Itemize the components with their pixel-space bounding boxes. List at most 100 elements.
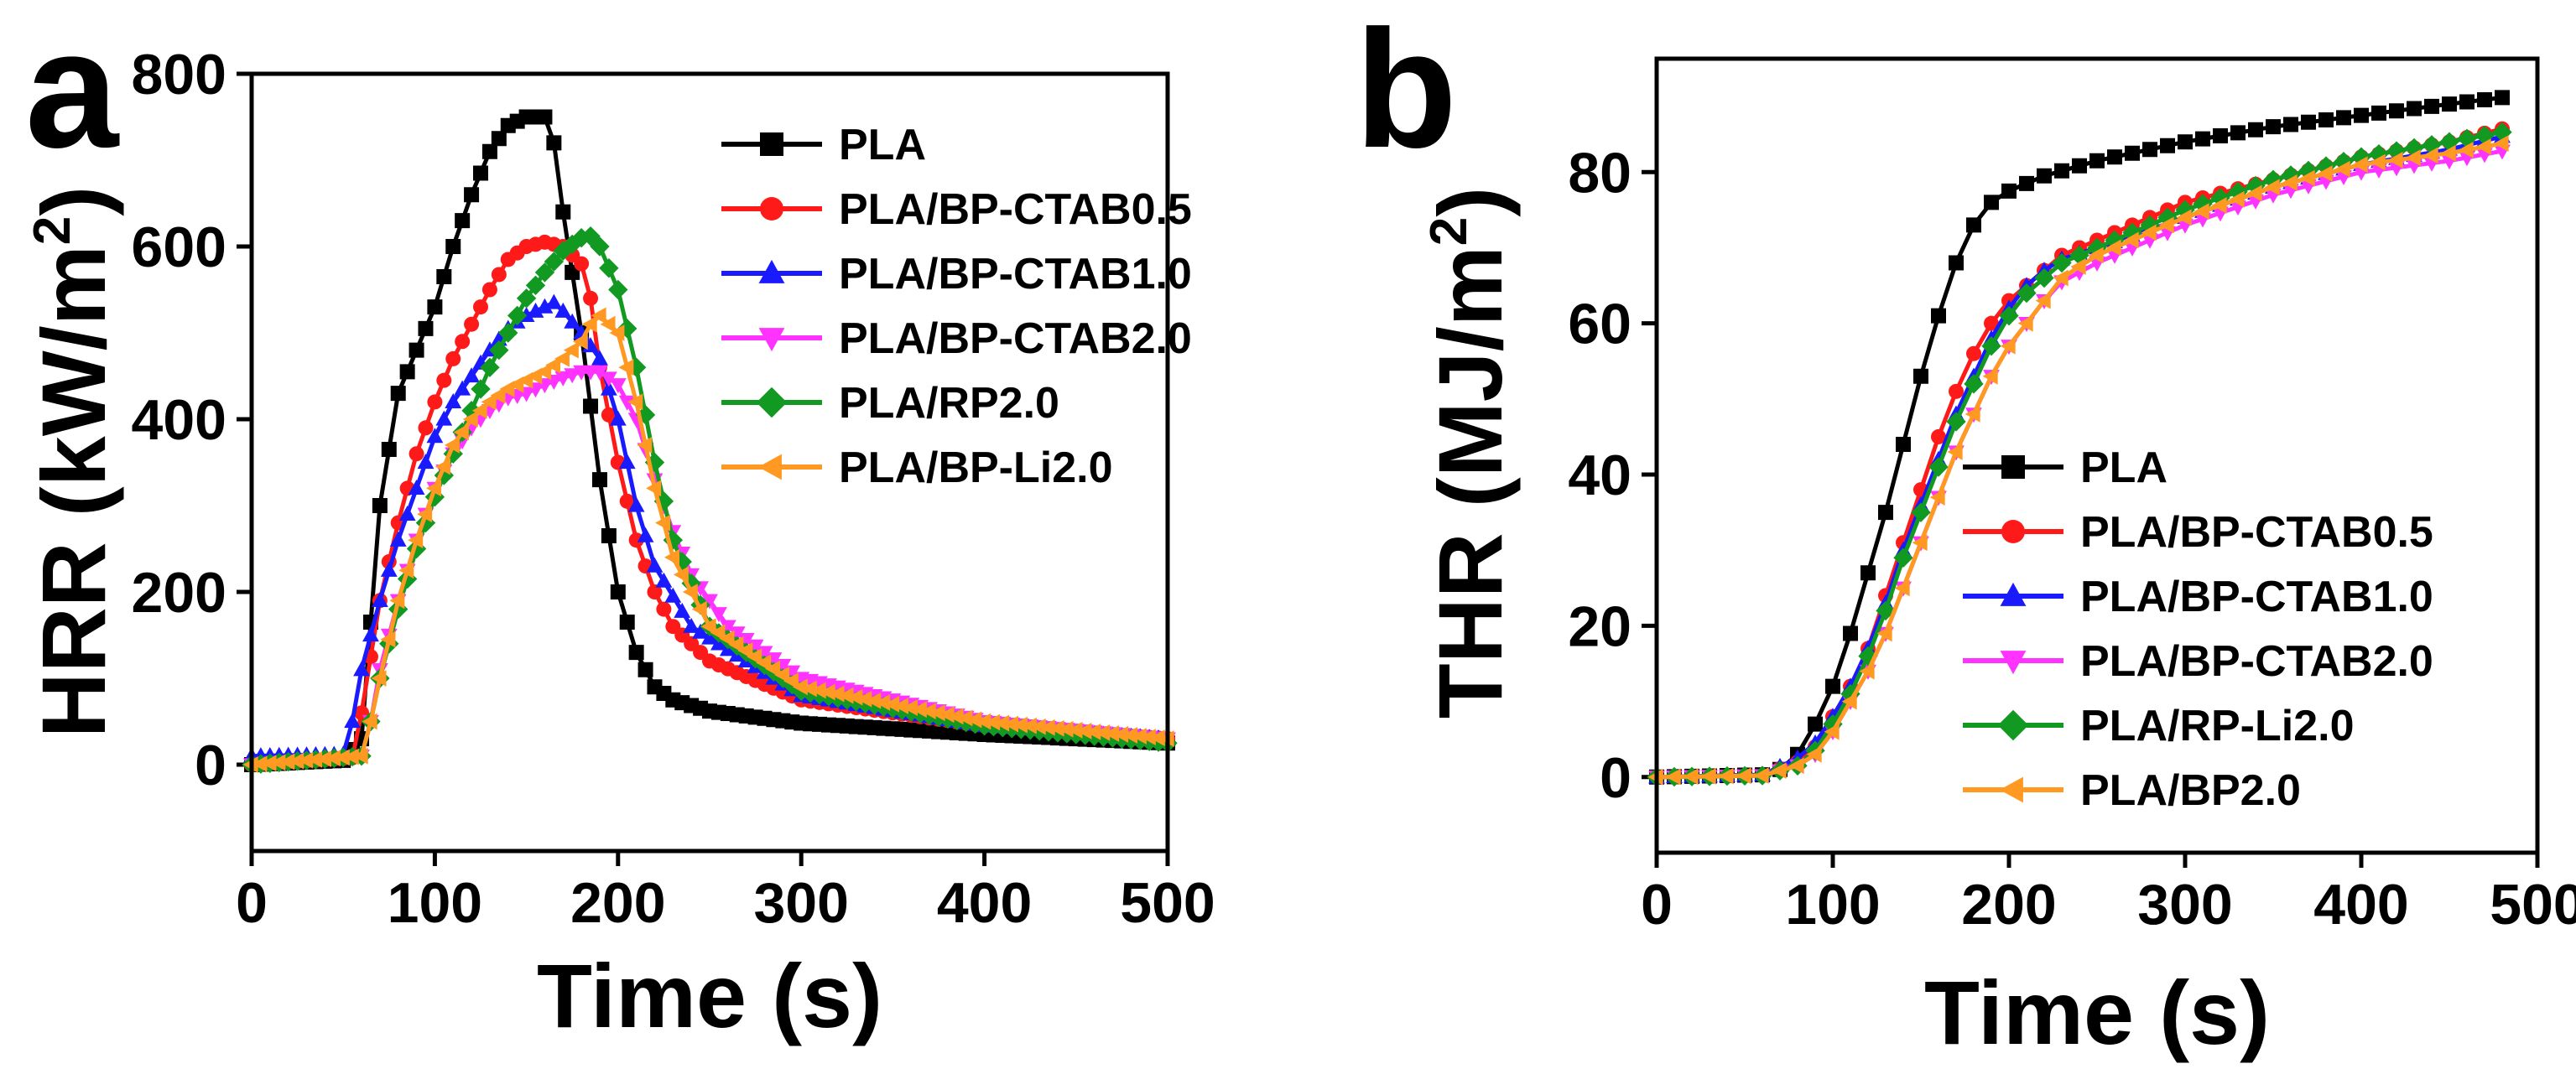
panel-a-data-point bbox=[600, 371, 617, 387]
panel-a-data-point bbox=[434, 465, 455, 485]
panel-a-data-point bbox=[619, 615, 635, 631]
panel-b-data-point bbox=[1843, 625, 1858, 641]
panel-a-y-tick-label: 0 bbox=[195, 734, 226, 797]
panel-a-data-point bbox=[691, 600, 707, 618]
panel-b-data-point bbox=[2439, 132, 2459, 152]
panel-a-data-point bbox=[491, 267, 507, 283]
panel-a-series-5 bbox=[242, 307, 1174, 773]
panel-b-legend: PLA PLA/BP-CTAB0.5 PLA/BP-CTAB1.0 PLA/BP-CT… bbox=[1963, 444, 2433, 815]
panel-a-data-point bbox=[1095, 724, 1111, 741]
panel-b-y-tick-label: 80 bbox=[1568, 141, 1631, 205]
panel-a-data-point bbox=[298, 751, 314, 769]
panel-b-data-point bbox=[2175, 200, 2195, 221]
panel-a-y-axis-title-sup: 2 bbox=[23, 216, 81, 245]
panel-a-data-point bbox=[344, 713, 362, 729]
panel-a-data-point bbox=[618, 454, 636, 470]
panel-b-data-point bbox=[2386, 141, 2407, 161]
panel-b-x-axis-title: Time (s) bbox=[1924, 962, 2270, 1063]
panel-a-data-point bbox=[792, 678, 808, 696]
panel-a-data-point bbox=[646, 557, 664, 573]
panel-a-data-point bbox=[1104, 725, 1120, 742]
panel-b-legend-label: PLA/BP-CTAB0.5 bbox=[2080, 508, 2433, 557]
panel-b-data-point bbox=[1984, 315, 1999, 331]
panel-a-data-point bbox=[426, 480, 442, 497]
panel-a-legend-label: PLA/BP-CTAB1.0 bbox=[839, 250, 1192, 298]
panel-a-legend: PLA PLA/BP-CTAB0.5 PLA/BP-CTAB1.0 PLA/BP-CT… bbox=[721, 121, 1192, 492]
panel-a-data-point bbox=[618, 395, 636, 411]
panel-a-series-line bbox=[251, 299, 1168, 759]
panel-b-data-point bbox=[2019, 175, 2034, 191]
panel-b-y-tick-label: 40 bbox=[1568, 444, 1631, 507]
panel-a-data-point bbox=[289, 752, 304, 770]
panel-a-data-point bbox=[884, 696, 900, 713]
panel-a-data-point bbox=[647, 584, 663, 599]
panel-a-legend-label: PLA bbox=[839, 121, 926, 169]
panel-a-data-point bbox=[381, 442, 397, 458]
panel-b-data-point bbox=[1860, 565, 1876, 581]
panel-a-data-point bbox=[252, 755, 268, 773]
panel-a-legend-label: PLA/BP-CTAB0.5 bbox=[839, 185, 1192, 234]
panel-a-data-point bbox=[534, 262, 555, 283]
panel-a-data-point bbox=[545, 356, 561, 374]
panel-b-data-point bbox=[2210, 188, 2230, 208]
panel-b-data-point bbox=[2283, 117, 2298, 132]
panel-b-data-point bbox=[1982, 367, 1998, 385]
panel-a-data-point bbox=[436, 269, 452, 285]
panel-b-data-point bbox=[2424, 98, 2439, 114]
panel-a-data-point bbox=[389, 592, 405, 610]
panel-a-data-point bbox=[372, 498, 388, 513]
panel-a-x-tick-label: 500 bbox=[1120, 871, 1215, 935]
panel-b-data-point bbox=[2492, 122, 2512, 143]
panel-a-data-point bbox=[471, 402, 487, 419]
panel-b-data-point bbox=[2107, 149, 2122, 165]
panel-b-data-point bbox=[2440, 144, 2456, 162]
panel-a-data-point bbox=[463, 367, 480, 383]
panel-a-data-point bbox=[692, 623, 709, 639]
panel-b-data-point bbox=[2193, 194, 2213, 214]
panel-a-data-point bbox=[627, 393, 643, 411]
panel-b-series bbox=[1647, 90, 2512, 787]
panel-b-data-point bbox=[1753, 767, 1769, 784]
panel-a-data-point bbox=[455, 334, 471, 350]
panel-b-x-tick-label: 0 bbox=[1641, 873, 1673, 937]
panel-a-data-point bbox=[1140, 729, 1156, 745]
panel-a-data-point bbox=[316, 750, 332, 768]
panel-b-data-point bbox=[1981, 336, 2001, 356]
panel-a-data-point bbox=[601, 528, 617, 544]
panel-a-data-point bbox=[554, 350, 570, 367]
panel-a-data-point bbox=[536, 363, 552, 381]
panel-b-data-point bbox=[2069, 245, 2089, 266]
panel-b-legend-marker bbox=[2000, 651, 2027, 675]
panel-b-data-point bbox=[1911, 502, 1931, 522]
panel-b-x-tick-label: 200 bbox=[1961, 873, 2056, 937]
panel-b-data-point bbox=[2387, 151, 2403, 169]
panel-b-data-point bbox=[2459, 94, 2475, 110]
panel-a-data-point bbox=[418, 420, 434, 436]
panel-a-data-point bbox=[976, 713, 991, 730]
panel-b-y-tick-label: 20 bbox=[1568, 594, 1631, 658]
panel-b-data-point bbox=[2141, 224, 2157, 241]
panel-b-data-point bbox=[2195, 131, 2210, 147]
panel-b-data-point bbox=[1718, 767, 1734, 785]
panel-a-data-point bbox=[417, 506, 433, 523]
panel-a-data-point bbox=[655, 572, 673, 588]
panel-a-data-point bbox=[719, 620, 736, 636]
panel-a-data-point bbox=[618, 359, 634, 376]
panel-a-data-point bbox=[445, 239, 461, 254]
panel-a-data-point bbox=[399, 364, 415, 380]
panel-b-data-point bbox=[1949, 255, 1964, 271]
panel-b-data-point bbox=[2422, 147, 2438, 164]
panel-a-series-2 bbox=[243, 293, 1176, 763]
panel-a-data-point bbox=[737, 633, 755, 648]
panel-a-data-point bbox=[1121, 727, 1137, 744]
panel-a-data-point bbox=[1003, 715, 1019, 733]
panel-a-data-point bbox=[610, 584, 626, 599]
panel-b-data-point bbox=[2352, 156, 2368, 174]
panel-b-legend-marker bbox=[2000, 582, 2027, 606]
panel-b-data-point bbox=[1949, 383, 1964, 399]
panel-b-data-point bbox=[2037, 168, 2052, 184]
panel-b-data-point bbox=[2495, 90, 2510, 106]
panel-a-data-point bbox=[417, 454, 435, 470]
panel-a-hrr-chart: a 0 100 200 300 400 500 0 200 400 600 800 Time (s)… bbox=[23, 0, 1215, 1046]
panel-a-data-point bbox=[663, 530, 684, 550]
